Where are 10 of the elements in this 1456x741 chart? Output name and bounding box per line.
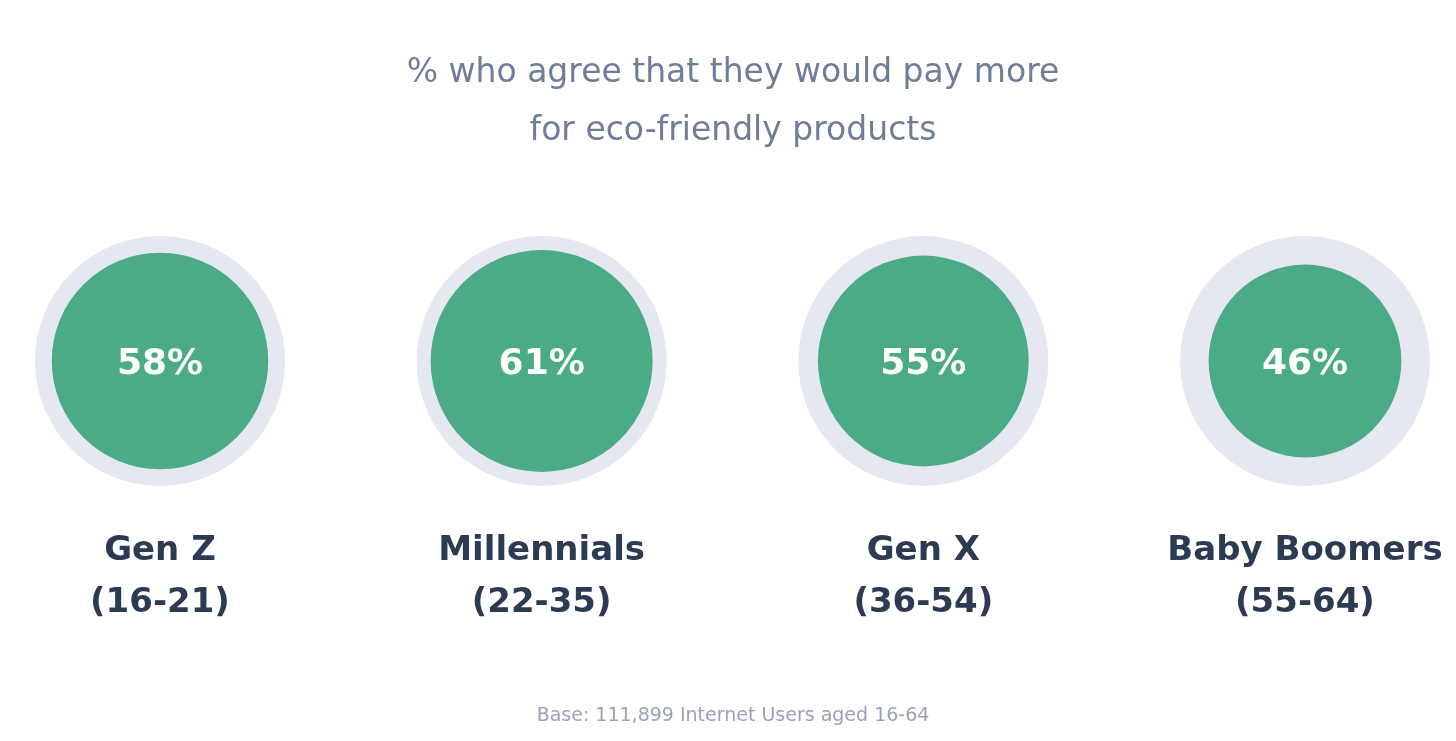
category-label: Millennials (22-35) <box>438 528 646 620</box>
data-label: 55% <box>880 341 967 382</box>
data-label: 46% <box>1261 341 1349 382</box>
data-label: 61% <box>498 341 585 382</box>
category-label: Gen X (36-54) <box>853 528 994 620</box>
category-label: Gen Z (16-21) <box>90 528 230 620</box>
category-label: Baby Boomers (55-64) <box>1167 528 1443 620</box>
data-label: 58% <box>116 341 204 382</box>
text: % who agree that they would pay more for eco-friendly products <box>406 51 1060 148</box>
text: Base: 111,899 Internet Users aged 16-64 <box>536 703 930 725</box>
